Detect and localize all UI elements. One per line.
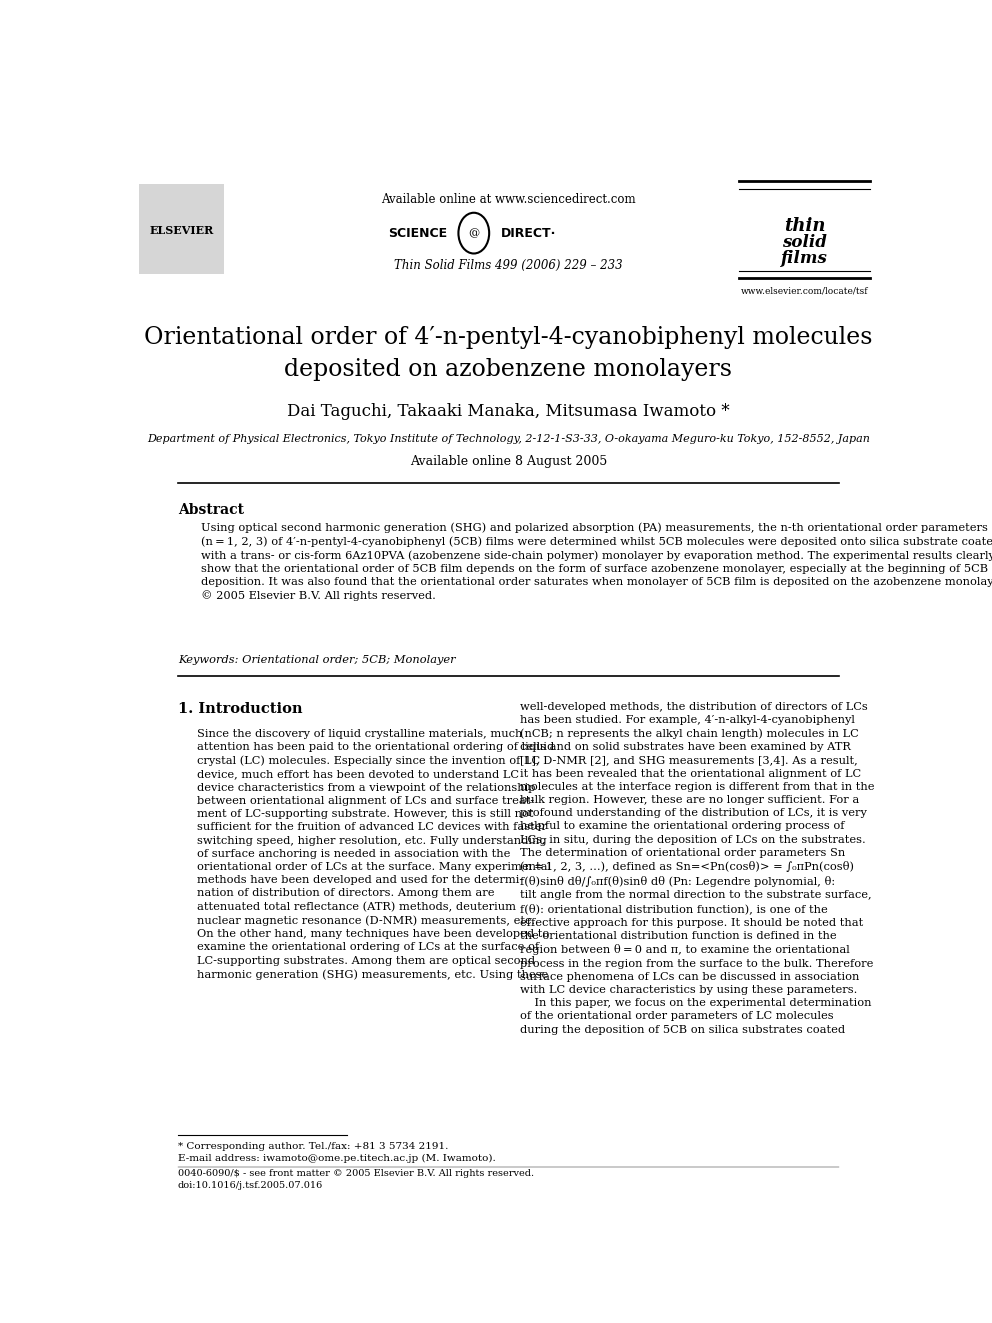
Text: SCIENCE: SCIENCE <box>388 226 446 239</box>
Text: Dai Taguchi, Takaaki Manaka, Mitsumasa Iwamoto *: Dai Taguchi, Takaaki Manaka, Mitsumasa I… <box>287 404 730 419</box>
Text: Available online 8 August 2005: Available online 8 August 2005 <box>410 455 607 468</box>
Text: 0040-6090/$ - see front matter © 2005 Elsevier B.V. All rights reserved.: 0040-6090/$ - see front matter © 2005 El… <box>178 1170 534 1179</box>
Text: ELSEVIER: ELSEVIER <box>150 225 214 235</box>
Text: Abstract: Abstract <box>178 503 244 517</box>
Text: E-mail address: iwamoto@ome.pe.titech.ac.jp (M. Iwamoto).: E-mail address: iwamoto@ome.pe.titech.ac… <box>178 1154 496 1163</box>
FancyBboxPatch shape <box>139 184 224 274</box>
Text: DIRECT·: DIRECT· <box>501 226 557 239</box>
Text: well-developed methods, the distribution of directors of LCs
has been studied. F: well-developed methods, the distribution… <box>520 701 874 1035</box>
Text: doi:10.1016/j.tsf.2005.07.016: doi:10.1016/j.tsf.2005.07.016 <box>178 1180 323 1189</box>
Text: * Corresponding author. Tel./fax: +81 3 5734 2191.: * Corresponding author. Tel./fax: +81 3 … <box>178 1142 448 1151</box>
Text: solid: solid <box>782 234 826 251</box>
Text: Orientational order of 4′-n-pentyl-4-cyanobiphenyl molecules: Orientational order of 4′-n-pentyl-4-cya… <box>144 325 873 348</box>
Text: 1. Introduction: 1. Introduction <box>178 701 303 716</box>
Text: Department of Physical Electronics, Tokyo Institute of Technology, 2-12-1-S3-33,: Department of Physical Electronics, Toky… <box>147 434 870 445</box>
Text: films: films <box>781 250 828 267</box>
Text: Available online at www.sciencedirect.com: Available online at www.sciencedirect.co… <box>381 193 636 206</box>
Text: deposited on azobenzene monolayers: deposited on azobenzene monolayers <box>285 359 732 381</box>
Text: @: @ <box>468 228 479 238</box>
Text: Since the discovery of liquid crystalline materials, much
attention has been pai: Since the discovery of liquid crystallin… <box>197 729 555 979</box>
Text: thin: thin <box>784 217 825 235</box>
Text: Using optical second harmonic generation (SHG) and polarized absorption (PA) mea: Using optical second harmonic generation… <box>200 523 992 601</box>
Text: www.elsevier.com/locate/tsf: www.elsevier.com/locate/tsf <box>741 287 868 296</box>
Text: Thin Solid Films 499 (2006) 229 – 233: Thin Solid Films 499 (2006) 229 – 233 <box>394 259 623 273</box>
Text: Keywords: Orientational order; 5CB; Monolayer: Keywords: Orientational order; 5CB; Mono… <box>178 655 455 665</box>
